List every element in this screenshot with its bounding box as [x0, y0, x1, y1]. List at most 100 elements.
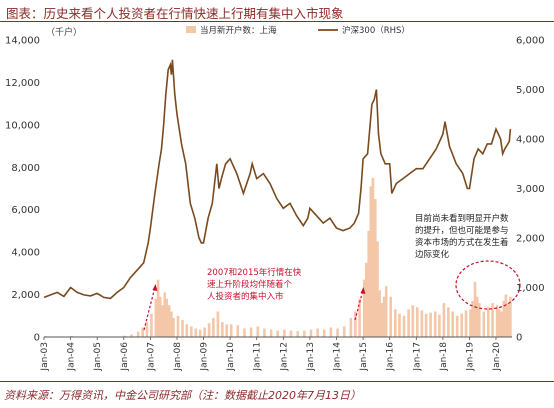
bar-new-accounts — [389, 296, 392, 337]
bar-new-accounts — [500, 311, 503, 337]
bar-new-accounts — [296, 331, 299, 337]
x-axis-tick-label: Jan-03 — [40, 342, 50, 372]
bar-new-accounts — [420, 310, 424, 337]
bar-new-accounts — [358, 298, 361, 337]
bar-new-accounts — [207, 323, 211, 337]
bar-new-accounts — [495, 305, 499, 337]
bar-new-accounts — [438, 314, 441, 337]
left-axis-tick-label: 10,000 — [5, 120, 40, 131]
annotations: 2007和2015年行情在快 速上升阶段均伴随着个 人投资者的集中入市 目前尚未… — [143, 213, 521, 331]
bar-new-accounts — [460, 313, 463, 337]
bar-series-new-accounts — [43, 177, 512, 338]
x-axis-tick-label: Jan-18 — [439, 342, 449, 372]
bar-new-accounts — [276, 330, 279, 337]
x-axis-tick-label: Jan-11 — [253, 342, 263, 372]
bar-new-accounts — [376, 241, 379, 337]
bar-new-accounts — [473, 281, 477, 337]
legend-swatch-bar — [186, 26, 196, 33]
bar-new-accounts — [243, 328, 246, 337]
left-axis-tick-label: 4,000 — [11, 248, 40, 259]
bar-new-accounts — [249, 327, 253, 337]
bar-new-accounts — [225, 324, 228, 337]
x-axis-tick-label: Jan-08 — [173, 342, 183, 372]
left-axis-tick-label: 14,000 — [5, 36, 40, 47]
bar-new-accounts — [502, 300, 506, 337]
bar-new-accounts — [154, 298, 158, 337]
x-axis-tick-label: Jan-07 — [146, 342, 156, 372]
bar-new-accounts — [349, 317, 353, 337]
bar-new-accounts — [309, 329, 313, 337]
bar-new-accounts — [158, 296, 162, 337]
left-axis-tick-label: 0 — [34, 333, 40, 344]
bar-new-accounts — [487, 307, 490, 337]
footer-divider — [0, 381, 554, 382]
bar-new-accounts — [236, 325, 240, 337]
bar-new-accounts — [380, 303, 384, 337]
annotation-recent-line1: 目前尚未看到明显开户数 — [415, 213, 509, 224]
annotation-recent-line3: 资本市场的方式在发生着 — [415, 237, 509, 248]
bar-new-accounts — [198, 329, 202, 337]
bar-new-accounts — [256, 326, 260, 337]
bar-new-accounts — [433, 311, 437, 337]
annotation-recent-line4: 边际变化 — [415, 249, 450, 260]
bar-new-accounts — [167, 305, 171, 337]
bar-new-accounts — [362, 279, 366, 337]
x-axis-tick-label: Jan-09 — [200, 342, 210, 372]
bar-new-accounts — [507, 303, 510, 337]
bar-new-accounts — [289, 330, 293, 337]
left-axis-unit: （千户） — [46, 26, 82, 38]
bar-new-accounts — [329, 327, 333, 337]
arrow-2015-head — [360, 287, 366, 294]
bar-new-accounts — [478, 303, 481, 337]
bar-new-accounts — [269, 329, 273, 337]
bar-new-accounts — [471, 300, 474, 337]
recent-period-circle — [455, 260, 521, 310]
right-axis-tick-label: 1,000 — [516, 283, 545, 294]
annotation-2007-2015-line2: 速上升阶段均伴随着个 — [207, 279, 293, 290]
bar-new-accounts — [455, 315, 459, 337]
bar-new-accounts — [181, 320, 184, 337]
chart-title: 图表：历史来看个人投资者在行情快速上行期有集中入市现象 — [6, 6, 344, 21]
bar-new-accounts — [130, 334, 133, 337]
right-axis-tick-label: 4,000 — [516, 135, 545, 146]
bar-new-accounts — [497, 309, 501, 337]
annotation-recent-line2: 的提升，但也可能是参与 — [415, 225, 509, 236]
x-axis-tick-label: Jan-16 — [386, 342, 396, 372]
x-axis-tick-label: Jan-04 — [67, 342, 77, 372]
axes: 0 2,000 4,000 6,000 8,000 10,000 12,000 14,000 0… — [5, 36, 545, 372]
bar-new-accounts — [398, 313, 401, 337]
bar-new-accounts — [509, 296, 512, 337]
line-series-hs300 — [43, 59, 512, 300]
bar-new-accounts — [156, 279, 160, 337]
bar-new-accounts — [229, 324, 233, 337]
bar-new-accounts — [283, 329, 286, 337]
bar-new-accounts — [382, 296, 386, 337]
bar-new-accounts — [185, 324, 189, 337]
bar-new-accounts — [342, 326, 346, 337]
bar-new-accounts — [371, 177, 375, 337]
bar-new-accounts — [163, 292, 166, 337]
bar-new-accounts — [451, 311, 454, 337]
bar-new-accounts — [469, 309, 472, 337]
bar-new-accounts — [411, 305, 415, 337]
bar-new-accounts — [216, 311, 220, 337]
bar-new-accounts — [402, 315, 406, 337]
bar-new-accounts — [172, 317, 175, 337]
left-axis-tick-label: 6,000 — [11, 205, 40, 216]
bar-new-accounts — [365, 262, 368, 338]
left-axis-tick-label: 8,000 — [11, 163, 40, 174]
bar-new-accounts — [424, 313, 428, 337]
bar-new-accounts — [354, 311, 357, 337]
bar-new-accounts — [165, 298, 169, 337]
bar-new-accounts — [447, 307, 450, 337]
x-axis-tick-label: Jan-15 — [359, 342, 369, 372]
bar-new-accounts — [374, 199, 377, 337]
bar-new-accounts — [136, 331, 140, 337]
right-axis-tick-label: 5,000 — [516, 85, 545, 96]
bar-new-accounts — [482, 311, 486, 337]
left-axis-tick-label: 12,000 — [5, 78, 40, 89]
bar-new-accounts — [378, 290, 381, 337]
bar-new-accounts — [367, 230, 370, 337]
source-note: 资料来源：万得资讯，中金公司研究部（注：数据截止2020年7月13日） — [4, 389, 361, 402]
right-axis-tick-label: 2,000 — [516, 234, 545, 245]
